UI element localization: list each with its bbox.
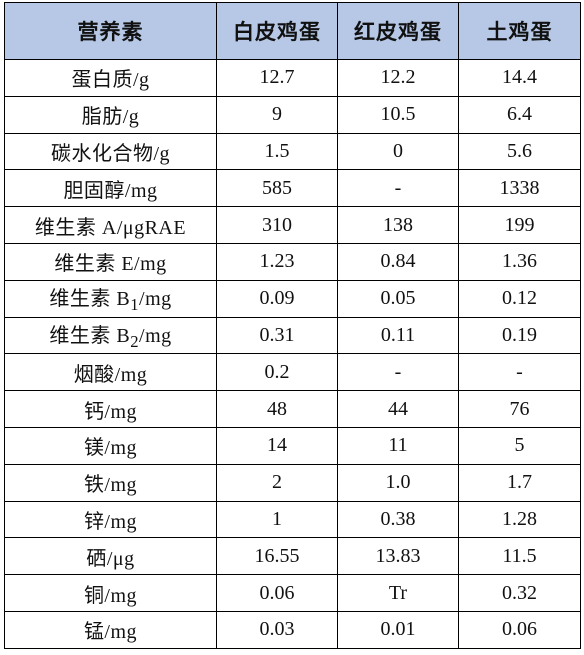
native-egg-value-cell: 11.5: [458, 537, 581, 576]
red-egg-value-cell: 0.05: [337, 279, 459, 318]
red-egg-value-cell: 0: [337, 132, 459, 171]
table-row: 蛋白质/g 12.7 12.2 14.4: [4, 59, 581, 97]
red-egg-value-cell: 12.2: [337, 59, 459, 97]
red-egg-value-cell: Tr: [337, 574, 459, 612]
white-egg-value-cell: 14: [216, 426, 338, 465]
nutrient-name-cell: 蛋白质/g: [4, 59, 217, 97]
nutrient-name-cell: 维生素 B2/mg: [4, 316, 217, 355]
nutrient-name-cell: 锰/mg: [4, 610, 217, 649]
header-native-egg: 土鸡蛋: [458, 2, 581, 60]
nutrient-name-cell: 铜/mg: [4, 574, 217, 612]
nutrition-comparison-table: 营养素 白皮鸡蛋 红皮鸡蛋 土鸡蛋 蛋白质/g 12.7 12.2 14.4 脂肪/g 9…: [4, 2, 581, 649]
red-egg-value-cell: -: [337, 353, 459, 392]
native-egg-value-cell: 199: [458, 206, 581, 244]
white-egg-value-cell: 1.5: [216, 132, 338, 171]
table-header: 营养素 白皮鸡蛋 红皮鸡蛋 土鸡蛋: [4, 2, 581, 60]
native-egg-value-cell: 0.19: [458, 316, 581, 355]
table-row: 维生素 E/mg 1.23 0.84 1.36: [4, 242, 581, 281]
table-row: 锌/mg 1 0.38 1.28: [4, 500, 581, 539]
red-egg-value-cell: 0.84: [337, 242, 459, 281]
native-egg-value-cell: 0.06: [458, 610, 581, 649]
table-row: 锰/mg 0.03 0.01 0.06: [4, 610, 581, 649]
nutrient-name-cell: 维生素 A/μgRAE: [4, 206, 217, 244]
nutrient-name-cell: 维生素 B1/mg: [4, 279, 217, 318]
native-egg-value-cell: 76: [458, 390, 581, 428]
nutrient-name-cell: 硒/μg: [4, 537, 217, 576]
white-egg-value-cell: 0.2: [216, 353, 338, 392]
nutrient-name-cell: 锌/mg: [4, 500, 217, 539]
nutrient-name-cell: 钙/mg: [4, 390, 217, 428]
table-row: 钙/mg 48 44 76: [4, 390, 581, 428]
table-row: 维生素 B1/mg 0.09 0.05 0.12: [4, 279, 581, 318]
red-egg-value-cell: 138: [337, 206, 459, 244]
white-egg-value-cell: 0.09: [216, 279, 338, 318]
nutrient-name-cell: 碳水化合物/g: [4, 132, 217, 171]
header-row: 营养素 白皮鸡蛋 红皮鸡蛋 土鸡蛋: [4, 2, 581, 60]
table-row: 烟酸/mg 0.2- -: [4, 353, 581, 392]
white-egg-value-cell: 1: [216, 500, 338, 539]
header-red-egg: 红皮鸡蛋: [337, 2, 459, 60]
white-egg-value-cell: 9: [216, 95, 338, 134]
red-egg-value-cell: 11: [337, 426, 459, 465]
white-egg-value-cell: 2: [216, 463, 338, 502]
nutrient-name-cell: 维生素 E/mg: [4, 242, 217, 281]
red-egg-value-cell: 13.83: [337, 537, 459, 576]
white-egg-value-cell: 0.31: [216, 316, 338, 355]
nutrient-name-cell: 镁/mg: [4, 426, 217, 465]
native-egg-value-cell: 5: [458, 426, 581, 465]
native-egg-value-cell: 0.12: [458, 279, 581, 318]
native-egg-value-cell: 5.6: [458, 132, 581, 171]
white-egg-value-cell: 1.23: [216, 242, 338, 281]
white-egg-value-cell: 585: [216, 169, 338, 208]
table-row: 铜/mg 0.06 Tr 0.32: [4, 574, 581, 612]
native-egg-value-cell: 0.32: [458, 574, 581, 612]
table-row: 镁/mg 14 11 5: [4, 426, 581, 465]
native-egg-value-cell: -: [458, 353, 581, 392]
nutrient-name-cell: 铁/mg: [4, 463, 217, 502]
native-egg-value-cell: 1.36: [458, 242, 581, 281]
table-row: 胆固醇/mg 585-1338: [4, 169, 581, 208]
white-egg-value-cell: 0.06: [216, 574, 338, 612]
nutrient-name-cell: 烟酸/mg: [4, 353, 217, 392]
table-row: 硒/μg 16.55 13.83 11.5: [4, 537, 581, 576]
red-egg-value-cell: 0.38: [337, 500, 459, 539]
red-egg-value-cell: -: [337, 169, 459, 208]
white-egg-value-cell: 16.55: [216, 537, 338, 576]
header-white-egg: 白皮鸡蛋: [216, 2, 338, 60]
red-egg-value-cell: 10.5: [337, 95, 459, 134]
white-egg-value-cell: 310: [216, 206, 338, 244]
white-egg-value-cell: 48: [216, 390, 338, 428]
red-egg-value-cell: 0.01: [337, 610, 459, 649]
white-egg-value-cell: 0.03: [216, 610, 338, 649]
table-row: 脂肪/g 9 10.5 6.4: [4, 95, 581, 134]
table-body: 蛋白质/g 12.7 12.2 14.4 脂肪/g 9 10.5 6.4 碳水化合物/g 1.5 0…: [4, 59, 581, 649]
red-egg-value-cell: 0.11: [337, 316, 459, 355]
table-row: 碳水化合物/g 1.5 0 5.6: [4, 132, 581, 171]
table-row: 铁/mg 2 1.0 1.7: [4, 463, 581, 502]
native-egg-value-cell: 1.28: [458, 500, 581, 539]
native-egg-value-cell: 14.4: [458, 59, 581, 97]
table-row: 维生素 B2/mg 0.31 0.11 0.19: [4, 316, 581, 355]
red-egg-value-cell: 1.0: [337, 463, 459, 502]
red-egg-value-cell: 44: [337, 390, 459, 428]
nutrient-name-cell: 脂肪/g: [4, 95, 217, 134]
header-nutrient: 营养素: [4, 2, 217, 60]
table-row: 维生素 A/μgRAE 310 138 199: [4, 206, 581, 244]
native-egg-value-cell: 1.7: [458, 463, 581, 502]
white-egg-value-cell: 12.7: [216, 59, 338, 97]
native-egg-value-cell: 1338: [458, 169, 581, 208]
native-egg-value-cell: 6.4: [458, 95, 581, 134]
nutrient-name-cell: 胆固醇/mg: [4, 169, 217, 208]
